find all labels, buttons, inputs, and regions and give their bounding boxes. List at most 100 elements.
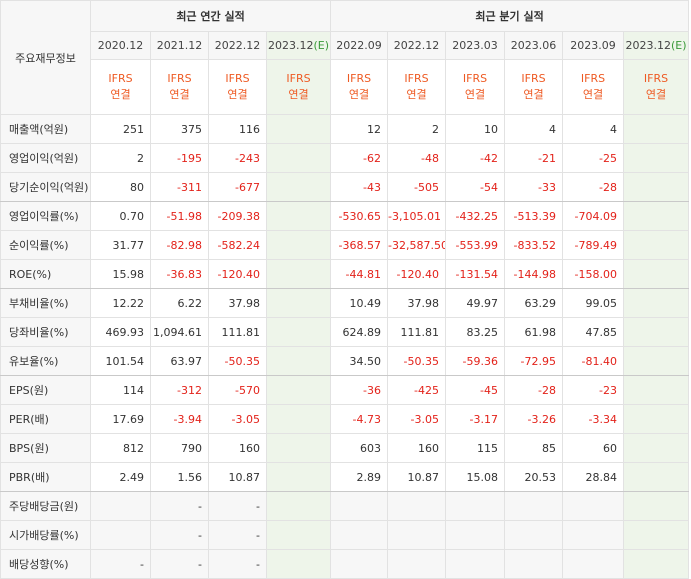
basis-header: IFRS 연결	[445, 59, 506, 115]
quarterly-value-cell: -432.25	[445, 201, 506, 231]
annual-value-cell: -209.38	[208, 201, 267, 231]
period-header-quarter-estimate: 2023.12(E)	[623, 31, 690, 60]
quarterly-value-cell: -505	[387, 172, 447, 202]
metric-label: 매출액(억원)	[0, 114, 91, 144]
quarterly-value-cell: 111.81	[387, 317, 447, 347]
metric-label: PBR(배)	[0, 462, 91, 492]
quarterly-value-cell	[623, 201, 690, 231]
basis-scope: 연결	[645, 88, 667, 101]
annual-value-cell: -	[208, 549, 267, 579]
annual-value-cell	[265, 520, 332, 550]
annual-value-cell: 111.81	[208, 317, 267, 347]
annual-value-cell: -82.98	[150, 230, 209, 260]
quarterly-value-cell: -120.40	[387, 259, 447, 289]
annual-value-cell: -677	[208, 172, 267, 202]
annual-value-cell: -311	[150, 172, 209, 202]
metric-label: 당기순이익(억원)	[0, 172, 91, 202]
annual-value-cell	[265, 491, 332, 521]
quarterly-value-cell: -72.95	[504, 346, 564, 376]
annual-value-cell	[90, 491, 151, 521]
basis-standard: IFRS	[286, 72, 311, 85]
annual-value-cell: 10.87	[208, 462, 267, 492]
annual-value-cell: 6.22	[150, 288, 209, 318]
table-row: 순이익률(%) 31.77 -82.98 -582.24 -368.57 -32,587.…	[0, 230, 690, 260]
quarterly-value-cell: 115	[445, 433, 506, 463]
annual-value-cell: -570	[208, 375, 267, 405]
quarterly-value-cell: 34.50	[330, 346, 389, 376]
quarterly-value-cell: 99.05	[562, 288, 625, 318]
basis-scope: 연결	[348, 88, 370, 101]
quarterly-value-cell	[623, 143, 690, 173]
annual-value-cell: 1.56	[150, 462, 209, 492]
quarterly-value-cell: -23	[562, 375, 625, 405]
quarterly-value-cell	[623, 317, 690, 347]
quarterly-value-cell: 63.29	[504, 288, 564, 318]
annual-value-cell: 31.77	[90, 230, 151, 260]
quarterly-value-cell: -36	[330, 375, 389, 405]
table-row: 배당성향(%) - - -	[0, 549, 690, 579]
estimate-marker: (E)	[313, 39, 330, 52]
period-header-annual-estimate: 2023.12(E)	[265, 31, 332, 60]
table-row: 유보율(%) 101.54 63.97 -50.35 34.50 -50.35 -59.36…	[0, 346, 690, 376]
quarterly-value-cell: 49.97	[445, 288, 506, 318]
quarterly-value-cell	[623, 230, 690, 260]
table-row: 영업이익(억원) 2 -195 -243 -62 -48 -42 -21 -25	[0, 143, 690, 173]
quarterly-value-cell: 37.98	[387, 288, 447, 318]
annual-value-cell: -51.98	[150, 201, 209, 231]
quarterly-value-cell: 47.85	[562, 317, 625, 347]
quarterly-value-cell: -25	[562, 143, 625, 173]
annual-value-cell: 12.22	[90, 288, 151, 318]
period-header-quarter-2: 2023.03	[445, 31, 506, 60]
annual-value-cell: 469.93	[90, 317, 151, 347]
basis-scope: 연결	[406, 88, 427, 101]
annual-value-cell	[265, 317, 332, 347]
annual-value-cell	[265, 375, 332, 405]
quarterly-value-cell	[445, 549, 506, 579]
annual-value-cell: -	[90, 549, 151, 579]
annual-value-cell: 17.69	[90, 404, 151, 434]
period-label: 2023.12	[625, 39, 672, 52]
table-row: 당좌비율(%) 469.93 1,094.61 111.81 624.89 111.81 8…	[0, 317, 690, 347]
quarterly-value-cell: 10.87	[387, 462, 447, 492]
basis-header: IFRS 연결	[90, 59, 151, 115]
metric-label: 영업이익률(%)	[0, 201, 91, 231]
annual-value-cell: 37.98	[208, 288, 267, 318]
quarterly-value-cell: -21	[504, 143, 564, 173]
annual-value-cell: -120.40	[208, 259, 267, 289]
basis-header: IFRS 연결	[150, 59, 209, 115]
basis-standard: IFRS	[404, 72, 429, 85]
quarterly-value-cell: -45	[445, 375, 506, 405]
basis-header: IFRS 연결	[387, 59, 447, 115]
basis-header: IFRS 연결	[208, 59, 267, 115]
annual-value-cell: 114	[90, 375, 151, 405]
quarterly-value-cell: -833.52	[504, 230, 564, 260]
annual-value-cell: 101.54	[90, 346, 151, 376]
table-row: 시가배당률(%) - -	[0, 520, 690, 550]
table-row: 당기순이익(억원) 80 -311 -677 -43 -505 -54 -33 -28	[0, 172, 690, 202]
quarterly-value-cell: -81.40	[562, 346, 625, 376]
basis-standard: IFRS	[225, 72, 250, 85]
annual-value-cell	[265, 259, 332, 289]
basis-header: IFRS 연결	[504, 59, 564, 115]
annual-value-cell	[265, 433, 332, 463]
quarterly-value-cell	[623, 288, 690, 318]
quarterly-value-cell	[623, 520, 690, 550]
basis-standard: IFRS	[462, 72, 488, 85]
quarterly-value-cell: 60	[562, 433, 625, 463]
quarterly-value-cell: 28.84	[562, 462, 625, 492]
quarterly-value-cell: 15.08	[445, 462, 506, 492]
metric-label: PER(배)	[0, 404, 91, 434]
quarterly-value-cell: -42	[445, 143, 506, 173]
quarterly-value-cell: -4.73	[330, 404, 389, 434]
quarterly-value-cell	[623, 114, 690, 144]
quarterly-value-cell	[387, 549, 447, 579]
quarterly-value-cell	[623, 259, 690, 289]
annual-value-cell	[265, 172, 332, 202]
metric-label: 영업이익(억원)	[0, 143, 91, 173]
annual-value-cell: -	[150, 491, 209, 521]
quarterly-value-cell: 603	[330, 433, 389, 463]
metric-label: EPS(원)	[0, 375, 91, 405]
quarterly-value-cell	[623, 462, 690, 492]
quarterly-value-cell: -368.57	[330, 230, 389, 260]
annual-value-cell: -	[208, 520, 267, 550]
